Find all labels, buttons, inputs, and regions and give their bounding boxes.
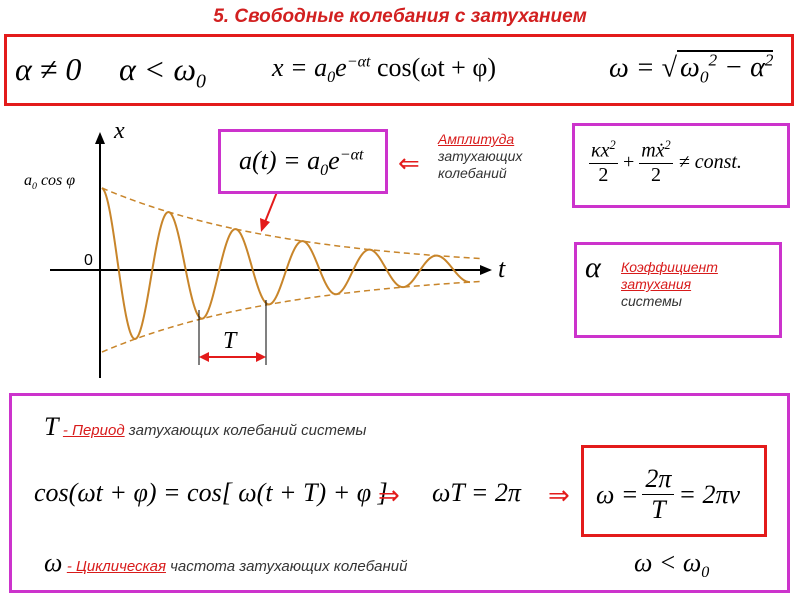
t-axis-label: t	[498, 254, 506, 283]
top-formula-bar: α ≠ 0 α < ω0 x = a0e−αt cos(ωt + φ) ω = …	[4, 34, 794, 106]
amplitude-formula: a(t) = a0e−αt	[239, 146, 364, 180]
cyclic-frequency-definition: ω - Циклическая частота затухающих колеб…	[44, 548, 407, 578]
period-arrow-right-head	[256, 352, 266, 362]
cyclic-term: - Циклическая	[66, 558, 166, 575]
displacement-formula: x = a0e−αt cos(ωt + φ)	[272, 53, 496, 87]
page-title: 5. Свободные колебания с затуханием	[213, 6, 587, 27]
coef-line1: Коэффициент	[621, 259, 718, 275]
period-symbol: T	[44, 412, 59, 441]
amplitude-note-title: Амплитуда	[438, 131, 515, 147]
period-definition: T - Период затухающих колебаний системы	[44, 412, 366, 442]
zero-label: 0	[84, 252, 93, 269]
period-label: T	[223, 328, 237, 354]
x-axis-label: x	[114, 118, 125, 144]
periodicity-equation: cos(ωt + φ) = cos[ ω(t + T) + φ ]	[34, 478, 388, 507]
initial-amplitude-label: a0 cos φ	[24, 172, 76, 193]
amplitude-note-line2: затухающих	[438, 148, 523, 164]
energy-formula: κx2 2 + mẋ2 2 ≠ const.	[589, 138, 742, 186]
coef-line3: системы	[621, 293, 682, 309]
coef-line2: затухания	[621, 276, 692, 292]
x-axis-arrow	[480, 265, 492, 275]
damping-coefficient-box: α Коэффициент затухания системы	[574, 242, 782, 338]
damped-oscillation-graph	[50, 132, 492, 378]
period-frequency-box: T - Период затухающих колебаний системы …	[9, 393, 790, 593]
oscillation-curve	[101, 187, 471, 341]
y-axis-arrow	[95, 132, 105, 144]
period-term: - Период	[62, 422, 125, 439]
omega-result-formula: ω = 2π T = 2πν	[596, 464, 741, 524]
amplitude-note-line3: колебаний	[438, 165, 507, 181]
omega-inequality: ω < ω0	[634, 548, 710, 582]
period-arrow-left-head	[199, 352, 209, 362]
alpha-nonzero-formula: α ≠ 0	[15, 51, 82, 87]
omega-damped-formula: ω = √ ω02 − α2	[609, 50, 774, 87]
lower-envelope	[101, 280, 481, 353]
omega-symbol: ω	[44, 548, 63, 577]
amplitude-double-arrow: ⇐	[398, 148, 420, 178]
omega-result-box: ω = 2π T = 2πν	[581, 445, 767, 537]
energy-formula-box: κx2 2 + mẋ2 2 ≠ const.	[572, 123, 790, 208]
period-rest: затухающих колебаний системы	[124, 422, 367, 439]
alpha-symbol: α	[585, 251, 601, 284]
upper-envelope	[101, 187, 481, 260]
amplitude-note: Амплитуда затухающих колебаний	[438, 131, 522, 182]
implies-arrow-2: ⇒	[548, 480, 570, 510]
damping-coefficient-note: Коэффициент затухания системы	[621, 259, 718, 310]
omega-period-equation: ωT = 2π	[432, 478, 521, 507]
amplitude-formula-box: a(t) = a0e−αt	[218, 129, 388, 194]
alpha-less-omega0-formula: α < ω0	[119, 51, 206, 93]
amplitude-pointer-arrow	[260, 191, 278, 232]
cyclic-rest: частота затухающих колебаний	[165, 558, 408, 575]
implies-arrow-1: ⇒	[378, 480, 400, 510]
